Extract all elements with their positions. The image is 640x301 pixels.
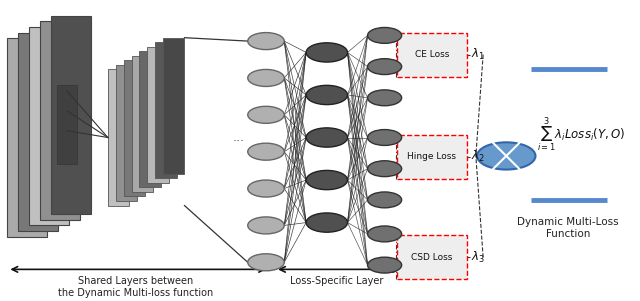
Circle shape — [248, 254, 284, 271]
Text: ...: ... — [232, 131, 244, 144]
Circle shape — [306, 85, 348, 105]
Circle shape — [367, 257, 402, 273]
Circle shape — [248, 180, 284, 197]
Text: CE Loss: CE Loss — [415, 50, 449, 59]
Circle shape — [477, 142, 536, 169]
Text: $\lambda_1$: $\lambda_1$ — [471, 47, 485, 62]
Circle shape — [367, 27, 402, 43]
Bar — [132, 56, 153, 192]
Circle shape — [367, 161, 402, 177]
Text: Hinge Loss: Hinge Loss — [407, 152, 456, 161]
Circle shape — [248, 70, 284, 86]
FancyBboxPatch shape — [397, 135, 467, 178]
Circle shape — [306, 128, 348, 147]
Circle shape — [306, 170, 348, 190]
Bar — [19, 33, 58, 231]
Bar — [51, 16, 91, 214]
Text: Dynamic Multi-Loss
Function: Dynamic Multi-Loss Function — [518, 217, 619, 239]
Text: $\lambda_2$: $\lambda_2$ — [471, 149, 485, 164]
Bar — [40, 21, 80, 220]
Circle shape — [248, 106, 284, 123]
FancyBboxPatch shape — [397, 33, 467, 76]
Circle shape — [248, 217, 284, 234]
Circle shape — [367, 129, 402, 145]
Text: $\lambda_3$: $\lambda_3$ — [471, 250, 485, 265]
Circle shape — [367, 226, 402, 242]
Bar — [57, 85, 77, 164]
Bar — [124, 61, 145, 197]
Text: CSD Loss: CSD Loss — [411, 253, 452, 262]
Bar — [163, 38, 184, 174]
Bar — [140, 51, 161, 188]
Circle shape — [306, 213, 348, 232]
Bar — [116, 65, 137, 201]
Bar — [29, 27, 69, 225]
Text: ...: ... — [81, 131, 93, 144]
Bar — [8, 38, 47, 237]
Bar — [156, 42, 177, 178]
Bar — [108, 70, 129, 206]
Circle shape — [248, 33, 284, 50]
Circle shape — [306, 43, 348, 62]
Text: Loss-Specific Layer: Loss-Specific Layer — [291, 276, 384, 287]
Bar — [147, 47, 169, 183]
Circle shape — [248, 143, 284, 160]
Text: Shared Layers between
the Dynamic Multi-loss function: Shared Layers between the Dynamic Multi-… — [58, 276, 213, 298]
Circle shape — [367, 192, 402, 208]
Circle shape — [367, 59, 402, 75]
FancyBboxPatch shape — [397, 235, 467, 279]
Text: $\sum_{i=1}^{3} \lambda_i Loss_i(Y, O)$: $\sum_{i=1}^{3} \lambda_i Loss_i(Y, O)$ — [537, 116, 625, 154]
Circle shape — [367, 90, 402, 106]
